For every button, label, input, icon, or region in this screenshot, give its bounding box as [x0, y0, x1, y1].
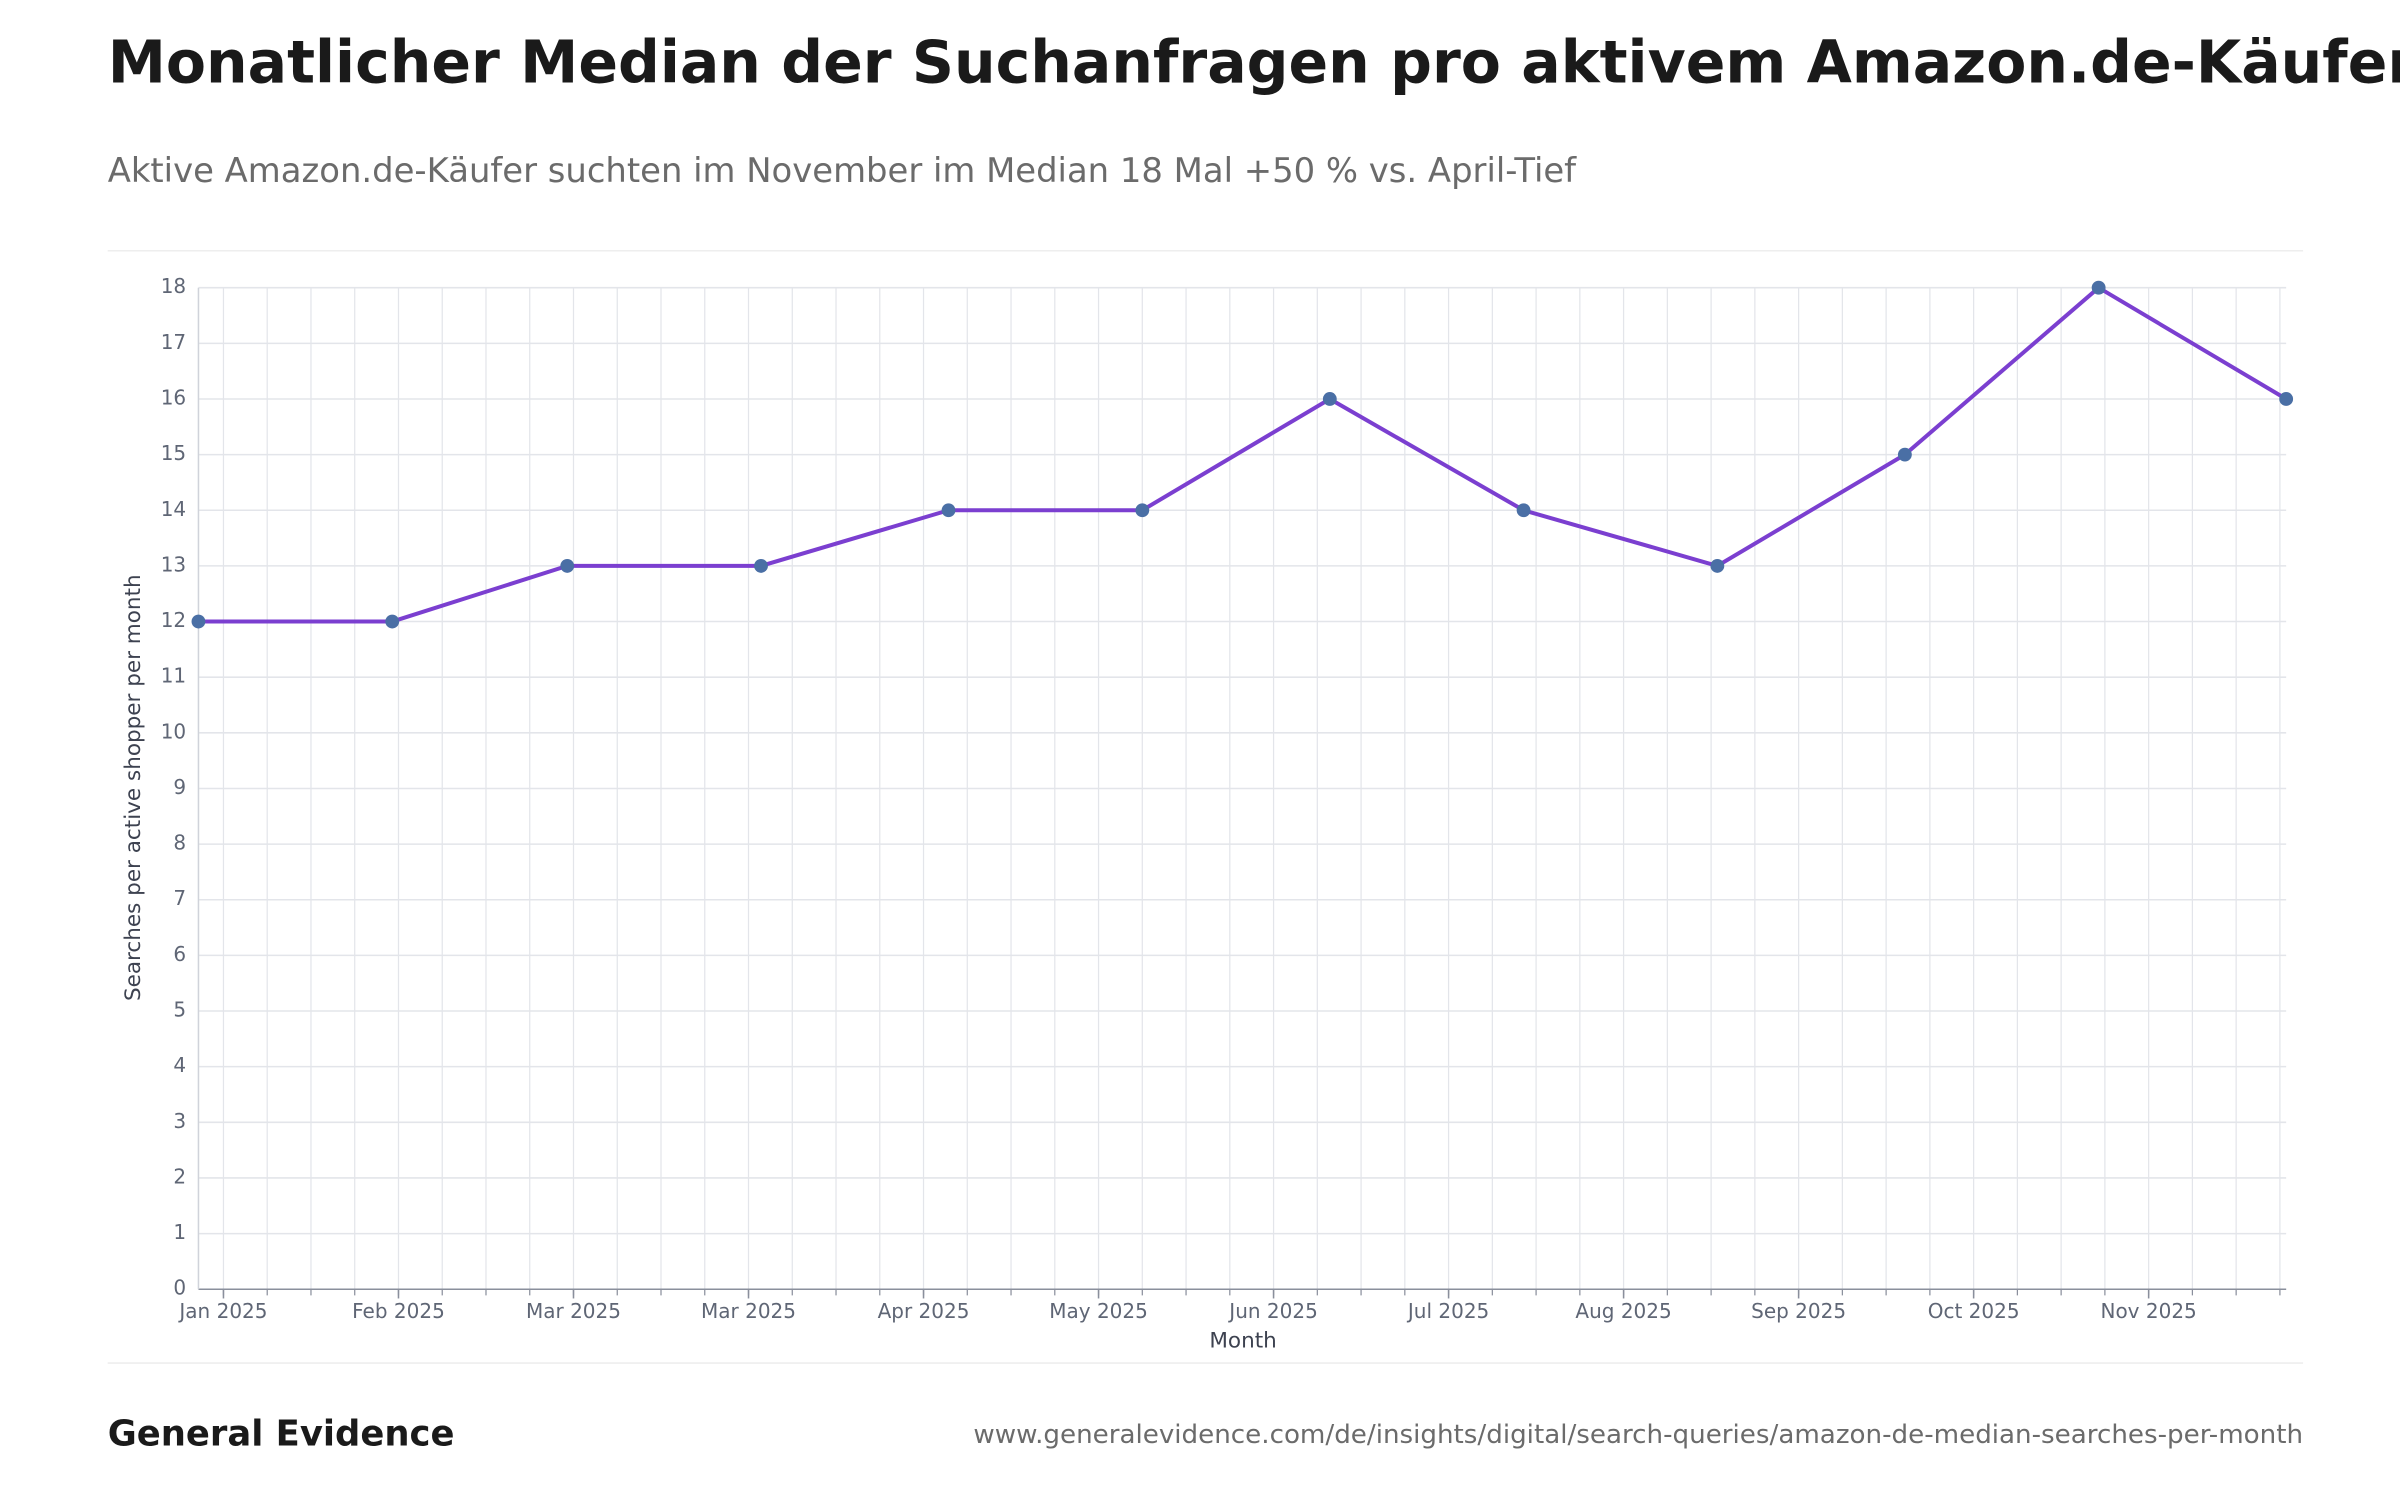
chart-subtitle: Aktive Amazon.de-Käufer suchten im Novem… [108, 151, 1577, 190]
data-point [1322, 392, 1337, 406]
x-tick-label: Mar 2025 [526, 1299, 621, 1323]
x-tick-label: Nov 2025 [2100, 1299, 2196, 1323]
y-tick-label: 6 [173, 942, 186, 966]
y-tick-label: 14 [161, 497, 186, 521]
chart-title: Monatlicher Median der Suchanfragen pro … [108, 28, 2400, 96]
y-tick-label: 11 [161, 664, 186, 688]
y-tick-label: 4 [173, 1053, 186, 1077]
y-tick-label: 16 [161, 385, 186, 409]
data-point [1516, 503, 1531, 518]
x-tick-label: Feb 2025 [352, 1299, 445, 1323]
data-line [198, 285, 2288, 624]
y-tick-label: 0 [173, 1276, 186, 1300]
y-tick-label: 1 [173, 1220, 186, 1244]
data-point [2091, 280, 2106, 295]
y-tick-label: 13 [161, 552, 186, 576]
y-tick-label: 9 [173, 775, 186, 799]
x-tick-label: Jun 2025 [1227, 1299, 1318, 1323]
brand: General Evidence [108, 1413, 455, 1454]
y-tick-label: 15 [161, 441, 186, 465]
y-tick-label: 18 [161, 274, 186, 298]
x-tick-label: Jan 2025 [177, 1299, 267, 1323]
y-tick-label: 3 [173, 1109, 186, 1133]
data-point [1135, 503, 1150, 518]
y-tick-label: 12 [161, 608, 186, 632]
x-tick-label: Mar 2025 [701, 1299, 796, 1323]
x-axis-label: Month [1209, 1329, 1276, 1354]
y-tick-label: 5 [173, 998, 186, 1022]
data-point [385, 614, 400, 629]
data-point [941, 503, 956, 518]
x-tick-label: Aug 2025 [1575, 1299, 1671, 1323]
y-tick-label: 17 [161, 330, 186, 354]
data-point [2279, 392, 2294, 406]
y-axis-label: Searches per active shopper per month [121, 574, 146, 1001]
x-tick-label: Jul 2025 [1406, 1299, 1489, 1323]
y-tick-label: 8 [173, 831, 186, 855]
y-tick-label: 7 [173, 886, 186, 910]
x-tick-label: Sep 2025 [1751, 1299, 1846, 1323]
data-point [560, 558, 575, 573]
data-point [1710, 558, 1725, 573]
data-point [754, 558, 768, 573]
data-point [191, 614, 206, 629]
x-tick-label: Oct 2025 [1928, 1299, 2020, 1323]
y-tick-label: 10 [161, 719, 186, 743]
source-url: www.generalevidence.com/de/insights/digi… [973, 1420, 2303, 1450]
x-tick-label: May 2025 [1049, 1299, 1148, 1323]
data-point [1897, 447, 1912, 462]
x-tick-label: Apr 2025 [878, 1299, 970, 1323]
y-tick-label: 2 [173, 1164, 186, 1188]
